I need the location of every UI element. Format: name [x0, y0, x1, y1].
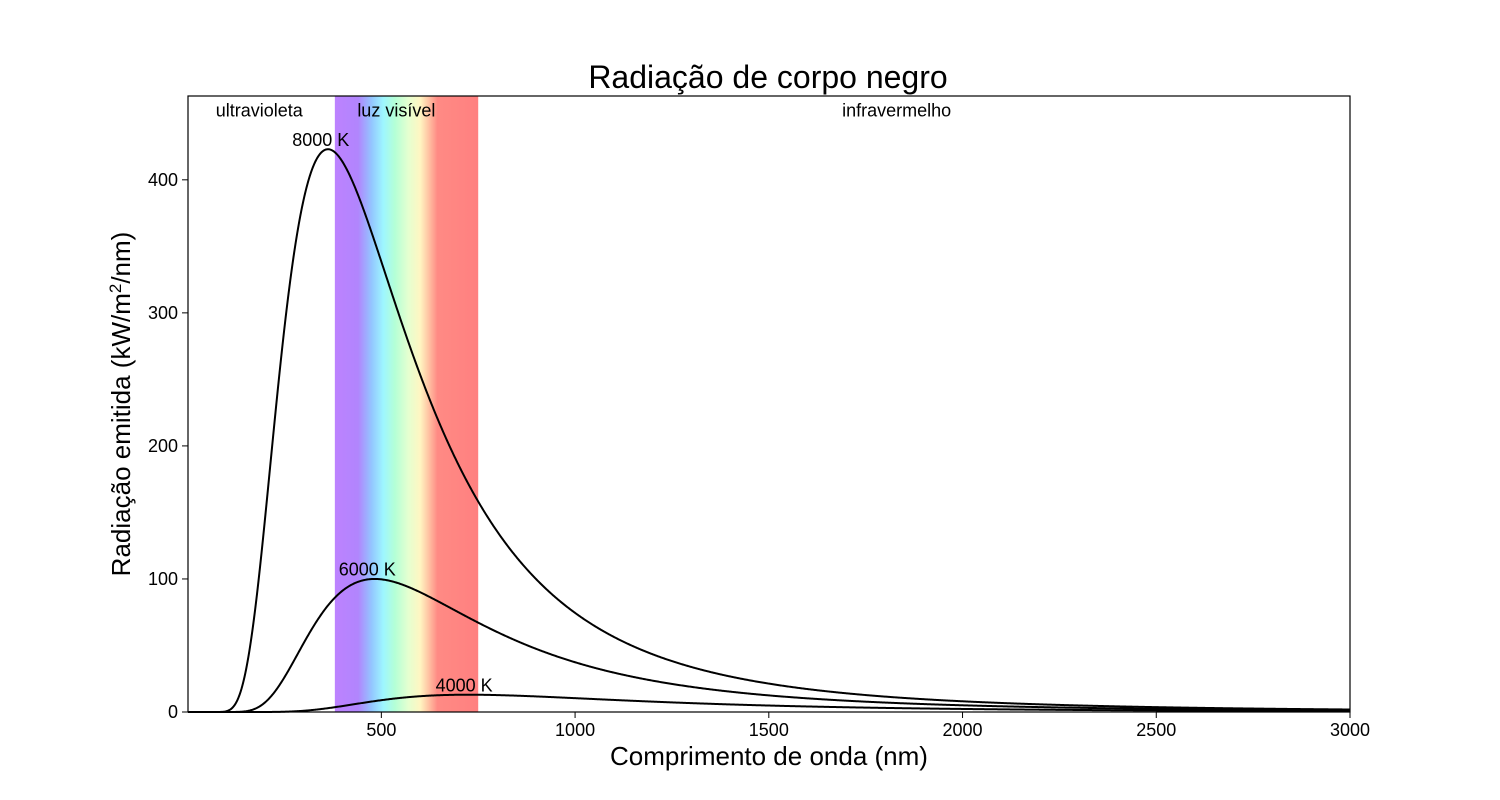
series-label: 6000 K: [339, 560, 396, 580]
y-axis: 0 100 200 300 400: [148, 170, 188, 722]
region-labels: ultravioleta luz visível infravermelho: [216, 101, 951, 121]
x-axis: 500 1000 1500 2000 2500 3000: [366, 712, 1370, 740]
curve-layer: [188, 148, 1350, 713]
region-label: ultravioleta: [216, 101, 304, 121]
y-tick-label: 200: [148, 436, 178, 456]
y-tick-label: 400: [148, 170, 178, 190]
series-line-4000K: [188, 693, 1350, 713]
y-tick-label: 300: [148, 303, 178, 323]
x-tick-label: 2000: [943, 720, 983, 740]
x-axis-label: Comprimento de onda (nm): [610, 741, 928, 771]
series-label: 4000 K: [436, 675, 493, 695]
x-tick-label: 1000: [555, 720, 595, 740]
y-axis-label-superscript: 2: [106, 284, 125, 293]
series-line-8000K: [188, 148, 1350, 713]
x-tick-label: 500: [366, 720, 396, 740]
y-axis-label: Radiação emitida (kW/m2/nm): [106, 232, 137, 577]
chart-title: Radiação de corpo negro: [588, 59, 947, 95]
y-tick-label: 0: [168, 702, 178, 722]
series-labels: 8000 K 6000 K 4000 K: [292, 130, 492, 695]
region-label: infravermelho: [842, 101, 951, 121]
region-label: luz visível: [357, 101, 435, 121]
y-axis-label-main: Radiação emitida (kW/m: [106, 293, 136, 576]
series-line-6000K: [188, 577, 1350, 713]
x-tick-label: 1500: [749, 720, 789, 740]
series-label: 8000 K: [292, 130, 349, 150]
x-tick-label: 3000: [1330, 720, 1370, 740]
x-tick-label: 2500: [1136, 720, 1176, 740]
y-tick-label: 100: [148, 569, 178, 589]
y-axis-label-tail: /nm): [106, 232, 136, 284]
